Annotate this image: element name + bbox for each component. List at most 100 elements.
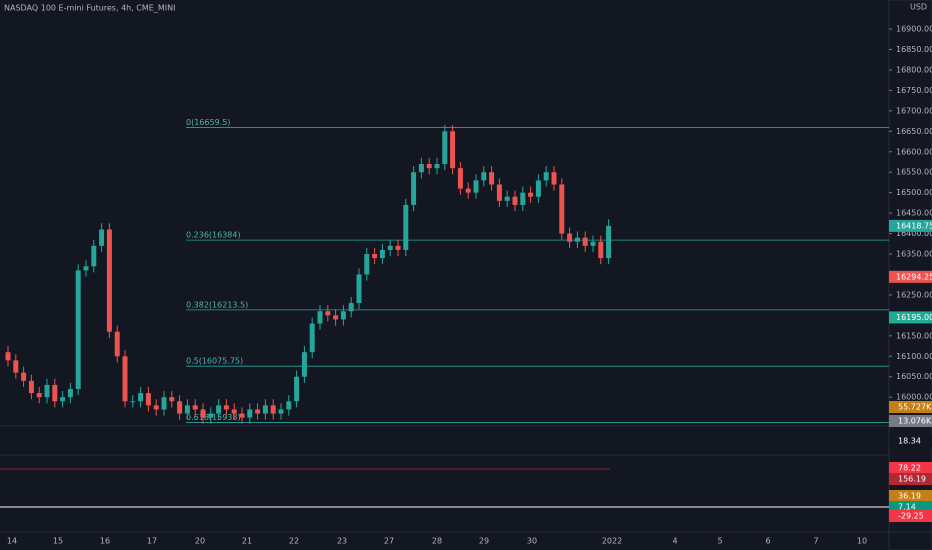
candle-body [36, 393, 42, 398]
candle-body [247, 409, 253, 418]
candle-body [481, 172, 487, 181]
candle-body [60, 397, 66, 402]
indicator-badge-label: 78.22 [898, 464, 921, 473]
indicator-badge [889, 415, 932, 427]
price-badge-label: 16294.25 [896, 272, 932, 281]
candle-body [333, 315, 339, 320]
price-tick-label: 16750.00 [896, 86, 932, 95]
candle-body [153, 405, 159, 410]
indicator-badge-label: 7.14 [898, 503, 916, 512]
candle-body [208, 413, 214, 418]
candle-body [574, 237, 580, 242]
price-tick-label: 16250.00 [896, 290, 932, 299]
candle-body [184, 405, 190, 414]
candle-body [294, 376, 300, 402]
candle-body [13, 360, 19, 373]
price-tick-label: 16100.00 [896, 352, 932, 361]
candle-body [442, 131, 448, 165]
indicator-badge [889, 490, 932, 502]
indicator-badge [889, 473, 932, 485]
indicator-badge-label: 36.19 [898, 492, 921, 501]
candle-body [489, 172, 495, 185]
candle-body [255, 409, 261, 414]
candle-body [473, 180, 479, 193]
candle-body [457, 168, 463, 189]
candle-body [403, 204, 409, 250]
candle-body [535, 180, 541, 197]
candle-body [239, 413, 245, 418]
candle-body [372, 254, 378, 259]
indicator-badge [889, 401, 932, 413]
candle-body [286, 401, 292, 410]
candle-body [106, 229, 112, 332]
candle-body [559, 184, 565, 234]
candle-body [75, 270, 81, 390]
fib-label: 0.5(16075.75) [186, 357, 243, 366]
candle-body [52, 384, 58, 402]
indicator-badge-label: 18.34 [898, 437, 921, 446]
price-tick-label: 16050.00 [896, 372, 932, 381]
candle-body [138, 393, 144, 402]
candle-body [411, 172, 417, 205]
price-tick-label: 16800.00 [896, 65, 932, 74]
price-tick-label: 16500.00 [896, 188, 932, 197]
candle-body [44, 384, 50, 398]
candle-body [270, 405, 276, 414]
price-tick-label: 16600.00 [896, 147, 932, 156]
candle-body [223, 405, 229, 410]
candle-body [216, 405, 222, 414]
price-tick-label: 16700.00 [896, 106, 932, 115]
fib-label: 0(16659.5) [186, 118, 230, 127]
candle-body [551, 172, 557, 185]
candle-body [309, 323, 315, 353]
time-label: 22 [289, 537, 299, 546]
indicator-badge-label: 156.19 [898, 475, 926, 484]
price-tick-label: 16150.00 [896, 331, 932, 340]
currency: USD [910, 3, 927, 12]
candle-body [364, 254, 370, 275]
candle-body [177, 401, 183, 414]
chart-title: NASDAQ 100 E-mini Futures, 4h, CME_MINI [4, 4, 175, 13]
candle-body [340, 311, 346, 320]
candle-body [528, 192, 534, 197]
candle-body [504, 196, 510, 201]
price-badge [889, 270, 932, 283]
candle-body [231, 409, 237, 414]
candle-body [325, 311, 331, 316]
price-badge [889, 219, 932, 232]
price-badge [889, 311, 932, 324]
time-label: 21 [242, 537, 252, 546]
candle-body [520, 192, 526, 205]
candle-body [379, 249, 385, 259]
candle-body [582, 237, 588, 246]
price-tick-label: 16650.00 [896, 127, 932, 136]
price-tick-label: 16450.00 [896, 209, 932, 218]
candle-body [130, 401, 136, 403]
time-label: 6 [765, 537, 770, 546]
time-label: 2022 [602, 537, 622, 546]
candle-body [145, 393, 151, 406]
fib-label: 0.382(16213.5) [186, 300, 248, 309]
candle-body [192, 405, 198, 410]
candle-body [200, 409, 206, 418]
candle-body [606, 225, 612, 259]
candle-body [387, 245, 393, 250]
price-tick-label: 16850.00 [896, 45, 932, 54]
candle-body [83, 266, 89, 271]
candle-body [262, 405, 268, 414]
candle-body [317, 311, 323, 324]
time-label: 30 [527, 537, 537, 546]
candle-body [567, 233, 573, 242]
indicator-badge-label: 55.727K [898, 403, 932, 412]
candle-body [465, 188, 471, 193]
candle-body [28, 380, 34, 394]
time-label: 16 [100, 537, 110, 546]
time-label: 4 [672, 537, 677, 546]
time-label: 27 [384, 537, 394, 546]
candle-body [301, 352, 307, 377]
indicator-badge-label: -29.25 [898, 512, 924, 521]
candle-body [169, 397, 175, 402]
candle-body [21, 372, 27, 381]
candle-body [590, 241, 596, 246]
